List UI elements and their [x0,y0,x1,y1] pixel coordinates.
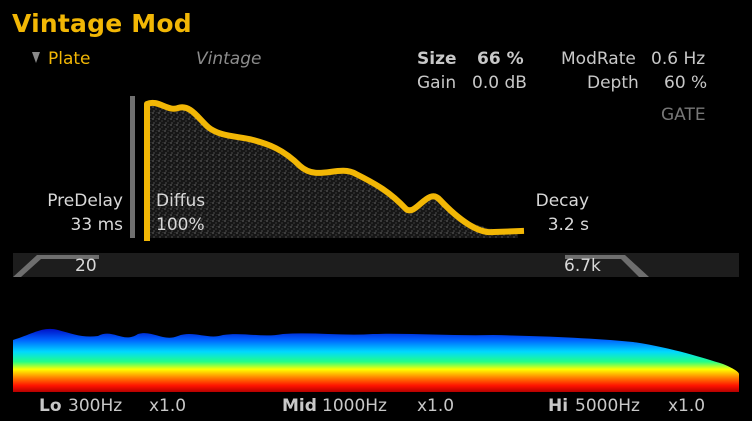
spectrum-area [13,328,739,392]
size-label: Size [417,49,457,69]
decay-noise-fill [147,102,518,238]
gain-label: Gain [417,73,457,93]
lowcut-ramp[interactable] [13,255,99,277]
decay-value[interactable]: 3.2 s [547,215,589,235]
eq-hi-mult[interactable]: x1.0 [668,396,706,416]
depth-label: Depth [587,73,639,93]
modrate-label: ModRate [561,49,636,69]
eq-mid-mult[interactable]: x1.0 [417,396,455,416]
mode-label: Vintage [196,49,262,69]
predelay-label: PreDelay [47,191,123,211]
preset-label: Plate [48,49,91,69]
eq-lo-freq[interactable]: 300Hz [68,396,123,416]
eq-spectrum-display[interactable] [13,300,739,392]
modrate-value[interactable]: 0.6 Hz [651,49,706,69]
plugin-title: Vintage Mod [12,9,192,38]
eq-lo-mult[interactable]: x1.0 [149,396,187,416]
eq-lo-label: Lo [39,396,62,416]
highcut-ramp[interactable] [565,255,649,277]
eq-hi-freq[interactable]: 5000Hz [575,396,640,416]
filter-range-bar[interactable]: 20 6.7k [13,253,739,277]
gate-button[interactable]: GATE [661,105,706,125]
diffus-value[interactable]: 100% [156,215,205,235]
eq-mid-freq[interactable]: 1000Hz [322,396,387,416]
decay-label: Decay [535,191,589,211]
predelay-value[interactable]: 33 ms [70,215,123,235]
preset-selector[interactable]: Plate [32,49,91,69]
eq-mid-label: Mid [282,396,317,416]
reverb-envelope-display[interactable] [128,94,528,244]
lowcut-value[interactable]: 20 [75,256,97,276]
dropdown-triangle-icon [32,52,40,63]
eq-hi-label: Hi [548,396,569,416]
diffus-label: Diffus [156,191,206,211]
predelay-handle[interactable] [130,96,135,238]
highcut-value[interactable]: 6.7k [564,256,601,276]
decay-envelope-curve[interactable] [144,99,525,241]
size-value[interactable]: 66 % [477,49,524,69]
depth-value[interactable]: 60 % [664,73,708,93]
gain-value[interactable]: 0.0 dB [472,73,527,93]
